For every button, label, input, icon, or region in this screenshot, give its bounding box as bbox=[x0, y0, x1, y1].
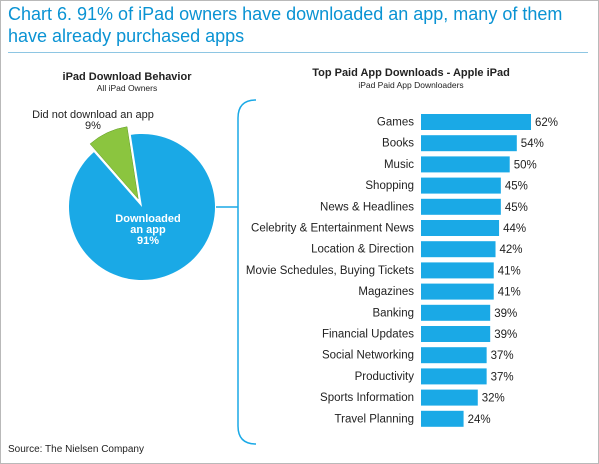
pie-label-not-downloaded: Did not download an app bbox=[32, 109, 154, 121]
bar-value-label: 41% bbox=[498, 287, 521, 299]
bar-value-label: 50% bbox=[514, 159, 537, 171]
pie-subtitle: All iPad Owners bbox=[97, 83, 157, 93]
bar-category-label: News & Headlines bbox=[320, 201, 414, 213]
bar-value-label: 41% bbox=[498, 265, 521, 277]
bar-value-label: 44% bbox=[503, 223, 526, 235]
bar-category-label: Social Networking bbox=[322, 350, 414, 362]
bar-category-label: Movie Schedules, Buying Tickets bbox=[246, 265, 414, 277]
pie-label-downloaded: Downloaded bbox=[115, 213, 180, 225]
bar bbox=[421, 198, 501, 215]
bar-category-label: Productivity bbox=[355, 371, 415, 383]
bar-category-label: Celebrity & Entertainment News bbox=[251, 223, 414, 235]
bar bbox=[421, 389, 478, 406]
bar-category-label: Sports Information bbox=[320, 392, 414, 404]
pie-title: iPad Download Behavior bbox=[63, 71, 193, 83]
bar bbox=[421, 283, 494, 300]
bar-category-label: Music bbox=[384, 159, 414, 171]
title-divider bbox=[8, 52, 588, 53]
pie-slice-not-downloaded bbox=[89, 126, 139, 200]
bar-category-label: Travel Planning bbox=[335, 413, 414, 425]
bar-chart: Games 62% Books 54% Music 50% Shopping 45% News … bbox=[246, 114, 558, 427]
bracket-connector bbox=[216, 99, 257, 445]
source-note: Source: The Nielsen Company bbox=[8, 444, 144, 455]
bar-value-label: 32% bbox=[482, 393, 505, 405]
bar-value-label: 42% bbox=[500, 244, 523, 256]
bar-value-label: 45% bbox=[505, 181, 528, 193]
bar bbox=[421, 135, 517, 152]
bar bbox=[421, 347, 487, 364]
bar bbox=[421, 368, 487, 385]
bar-value-label: 54% bbox=[521, 138, 544, 150]
bar bbox=[421, 241, 496, 258]
bar-value-label: 37% bbox=[491, 371, 514, 383]
bar bbox=[421, 114, 531, 130]
bar-category-label: Location & Direction bbox=[311, 244, 414, 256]
bar bbox=[421, 326, 491, 342]
pie-slice-downloaded bbox=[69, 134, 216, 280]
bar-value-label: 39% bbox=[494, 329, 517, 341]
pie-value-label-downloaded: 91% bbox=[137, 235, 159, 247]
bar bbox=[421, 262, 494, 279]
bar-category-label: Games bbox=[377, 117, 414, 129]
bar-chart-subtitle: iPad Paid App Downloaders bbox=[358, 80, 463, 90]
bar-value-label: 37% bbox=[491, 350, 514, 362]
bar bbox=[421, 156, 510, 173]
bar-value-label: 45% bbox=[505, 202, 528, 214]
pie-value-label-not-downloaded: 9% bbox=[85, 120, 101, 132]
bar-category-label: Financial Updates bbox=[322, 329, 414, 341]
bar-category-label: Books bbox=[382, 138, 414, 150]
bar bbox=[421, 177, 501, 194]
page-title: Chart 6. 91% of iPad owners have downloa… bbox=[8, 4, 563, 46]
bar bbox=[421, 220, 500, 236]
bar-value-label: 39% bbox=[494, 308, 517, 320]
pie-label-downloaded: an app bbox=[130, 224, 166, 236]
bar-category-label: Shopping bbox=[365, 180, 414, 192]
bar-category-label: Banking bbox=[372, 307, 414, 319]
bar-value-label: 24% bbox=[468, 414, 491, 426]
bar-value-label: 62% bbox=[535, 117, 558, 129]
bar-chart-title: Top Paid App Downloads - Apple iPad bbox=[312, 67, 510, 79]
bar bbox=[421, 304, 491, 321]
bar-category-label: Magazines bbox=[358, 286, 414, 298]
bar bbox=[421, 410, 464, 427]
